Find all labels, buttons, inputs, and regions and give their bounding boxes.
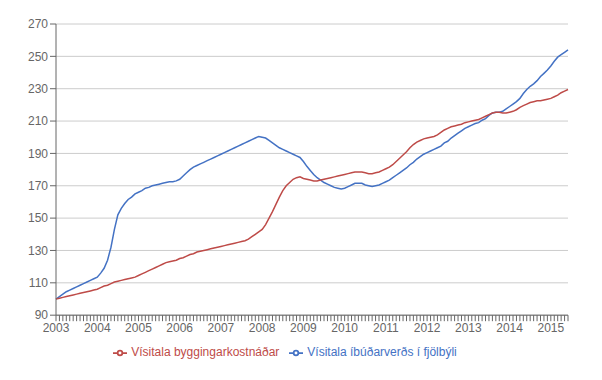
svg-text:170: 170	[28, 179, 48, 193]
svg-text:150: 150	[28, 211, 48, 225]
svg-text:130: 130	[28, 244, 48, 258]
svg-text:250: 250	[28, 50, 48, 64]
html-text:Vísitala byggingarkostnáðar: Vísitala byggingarkostnáðar	[131, 345, 280, 360]
svg-text:2015: 2015	[537, 321, 564, 335]
svg-text:2008: 2008	[249, 321, 276, 335]
svg-text:2009: 2009	[290, 321, 317, 335]
svg-text:2014: 2014	[496, 321, 523, 335]
svg-text:2012: 2012	[414, 321, 441, 335]
svg-text:90: 90	[35, 308, 49, 322]
svg-text:2010: 2010	[331, 321, 358, 335]
svg-text:2005: 2005	[125, 321, 152, 335]
svg-text:2011: 2011	[373, 321, 399, 335]
svg-text:2007: 2007	[208, 321, 235, 335]
svg-text:2003: 2003	[43, 321, 70, 335]
svg-text:270: 270	[28, 17, 48, 31]
svg-text:2013: 2013	[455, 321, 482, 335]
svg-text:210: 210	[28, 114, 48, 128]
svg-text:230: 230	[28, 82, 48, 96]
svg-text:2004: 2004	[84, 321, 111, 335]
svg-text:110: 110	[29, 276, 48, 290]
html-text:Vísitala íbúðarverðs í fjölbýl: Vísitala íbúðarverðs í fjölbýli	[307, 345, 457, 360]
svg-text:190: 190	[28, 147, 48, 161]
svg-text:2006: 2006	[166, 321, 193, 335]
